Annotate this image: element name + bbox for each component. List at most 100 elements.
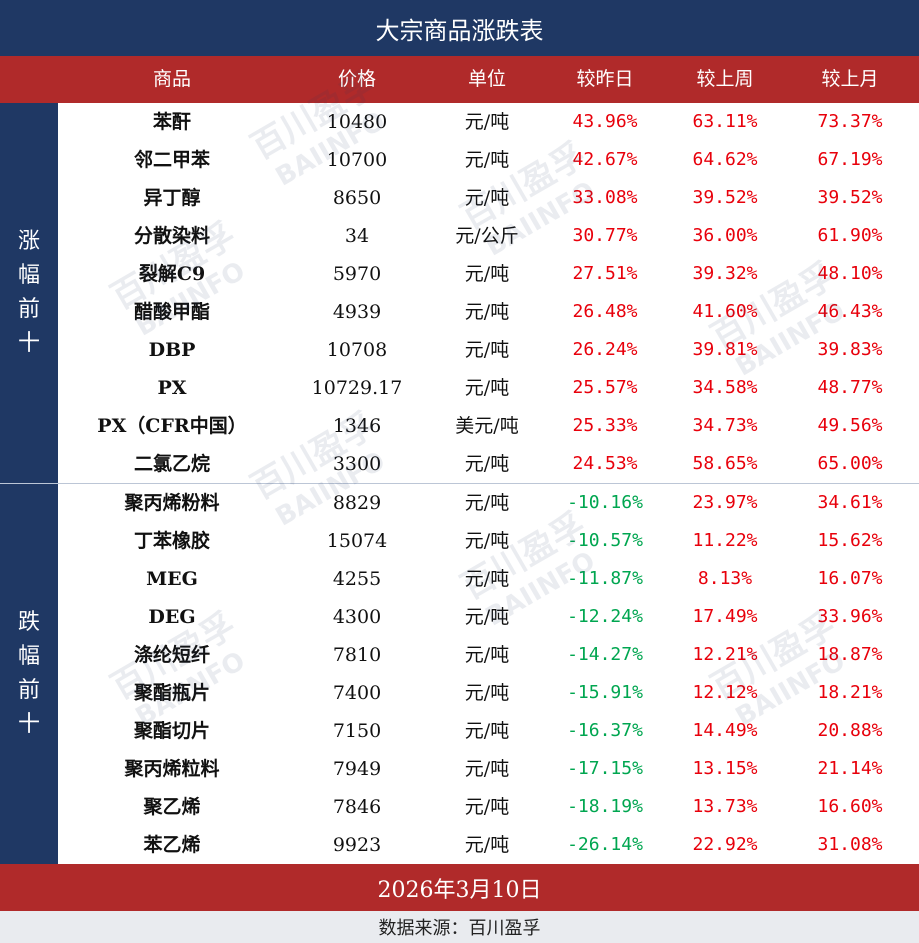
commodity-name: 邻二甲苯 [133, 149, 211, 171]
change-month: 65.00% [817, 453, 883, 474]
table-row: 分散染料 34 元/公斤 30.77% 36.00% 61.90% [58, 217, 919, 255]
section-label-losers: 跌幅前十 [0, 484, 58, 864]
commodity-name: 丁苯橡胶 [133, 530, 211, 552]
change-week: 64.62% [692, 149, 758, 170]
change-day: -11.87% [567, 568, 643, 589]
change-day: 30.77% [572, 225, 638, 246]
column-header: 较昨日 [576, 68, 634, 90]
change-week: 41.60% [692, 301, 758, 322]
unit-label: 元/吨 [464, 111, 510, 133]
commodity-name: 醋酸甲酯 [133, 301, 211, 323]
table-header: 商品 价格 单位 较昨日 较上周 较上月 [0, 56, 919, 103]
price-value: 10708 [326, 339, 388, 361]
price-value: 7846 [332, 796, 382, 818]
change-week: 39.81% [692, 339, 758, 360]
change-week: 34.58% [692, 377, 758, 398]
price-value: 1346 [332, 415, 382, 437]
unit-label: 元/吨 [464, 796, 510, 818]
price-value: 4300 [332, 606, 382, 628]
change-month: 16.60% [817, 796, 883, 817]
change-day: 26.48% [572, 301, 638, 322]
column-header: 较上周 [696, 68, 754, 90]
commodity-name: 聚酯切片 [133, 720, 211, 742]
price-value: 8829 [332, 492, 382, 514]
table-row: 二氯乙烷 3300 元/吨 24.53% 58.65% 65.00% [58, 445, 919, 483]
change-week: 39.32% [692, 263, 758, 284]
change-month: 20.88% [817, 720, 883, 741]
table-row: 苯乙烯 9923 元/吨 -26.14% 22.92% 31.08% [58, 826, 919, 864]
column-header: 较上月 [821, 68, 879, 90]
change-week: 36.00% [692, 225, 758, 246]
change-month: 16.07% [817, 568, 883, 589]
price-value: 34 [344, 225, 370, 247]
change-day: -17.15% [567, 758, 643, 779]
change-month: 34.61% [817, 492, 883, 513]
price-value: 10729.17 [311, 377, 403, 399]
change-day: -10.57% [567, 530, 643, 551]
price-value: 7150 [332, 720, 382, 742]
price-value: 7810 [332, 644, 382, 666]
column-header: 商品 [152, 68, 192, 90]
change-day: -15.91% [567, 682, 643, 703]
change-month: 15.62% [817, 530, 883, 551]
table-row: MEG 4255 元/吨 -11.87% 8.13% 16.07% [58, 560, 919, 598]
commodity-name: 分散染料 [133, 225, 211, 247]
table-row: 聚丙烯粒料 7949 元/吨 -17.15% 13.15% 21.14% [58, 750, 919, 788]
unit-label: 美元/吨 [455, 415, 519, 437]
change-day: -14.27% [567, 644, 643, 665]
commodity-name: 聚酯瓶片 [133, 682, 211, 704]
price-value: 10700 [326, 149, 388, 171]
commodity-name: PX（CFR中国） [97, 415, 247, 437]
unit-label: 元/吨 [464, 453, 510, 475]
change-week: 13.73% [692, 796, 758, 817]
table-row: PX（CFR中国） 1346 美元/吨 25.33% 34.73% 49.56% [58, 407, 919, 445]
change-day: 33.08% [572, 187, 638, 208]
change-week: 23.97% [692, 492, 758, 513]
unit-label: 元/吨 [464, 301, 510, 323]
change-month: 48.10% [817, 263, 883, 284]
change-week: 34.73% [692, 415, 758, 436]
unit-label: 元/吨 [464, 530, 510, 552]
change-day: -16.37% [567, 720, 643, 741]
table-row: 醋酸甲酯 4939 元/吨 26.48% 41.60% 46.43% [58, 293, 919, 331]
unit-label: 元/吨 [464, 149, 510, 171]
commodity-name: 涤纶短纤 [133, 644, 211, 666]
commodity-name: 裂解C9 [138, 263, 206, 285]
change-month: 61.90% [817, 225, 883, 246]
commodity-name: 苯乙烯 [143, 834, 201, 856]
unit-label: 元/吨 [464, 492, 510, 514]
unit-label: 元/吨 [464, 377, 510, 399]
table-body: 苯酐 10480 元/吨 43.96% 63.11% 73.37% 邻二甲苯 10700 元/吨… [58, 103, 919, 864]
unit-label: 元/吨 [464, 758, 510, 780]
change-month: 67.19% [817, 149, 883, 170]
commodity-name: DBP [148, 339, 196, 361]
table-row: 邻二甲苯 10700 元/吨 42.67% 64.62% 67.19% [58, 141, 919, 179]
table-row: 裂解C9 5970 元/吨 27.51% 39.32% 48.10% [58, 255, 919, 293]
price-value: 10480 [326, 111, 388, 133]
change-week: 14.49% [692, 720, 758, 741]
change-month: 49.56% [817, 415, 883, 436]
change-week: 13.15% [692, 758, 758, 779]
change-week: 58.65% [692, 453, 758, 474]
commodity-name: 异丁醇 [143, 187, 201, 209]
commodity-name: PX [157, 377, 187, 399]
change-month: 18.21% [817, 682, 883, 703]
commodity-name: DEG [148, 606, 196, 628]
change-week: 17.49% [692, 606, 758, 627]
change-day: 42.67% [572, 149, 638, 170]
price-value: 4255 [332, 568, 382, 590]
price-value: 8650 [332, 187, 382, 209]
table-row: DEG 4300 元/吨 -12.24% 17.49% 33.96% [58, 598, 919, 636]
unit-label: 元/吨 [464, 568, 510, 590]
price-value: 5970 [332, 263, 382, 285]
change-week: 39.52% [692, 187, 758, 208]
change-month: 39.52% [817, 187, 883, 208]
unit-label: 元/公斤 [455, 225, 519, 247]
commodity-name: 苯酐 [152, 111, 192, 133]
unit-label: 元/吨 [464, 187, 510, 209]
section-label-text: 涨幅前十 [17, 229, 40, 356]
change-day: -10.16% [567, 492, 643, 513]
change-day: -12.24% [567, 606, 643, 627]
change-week: 22.92% [692, 834, 758, 855]
table-row: 涤纶短纤 7810 元/吨 -14.27% 12.21% 18.87% [58, 636, 919, 674]
